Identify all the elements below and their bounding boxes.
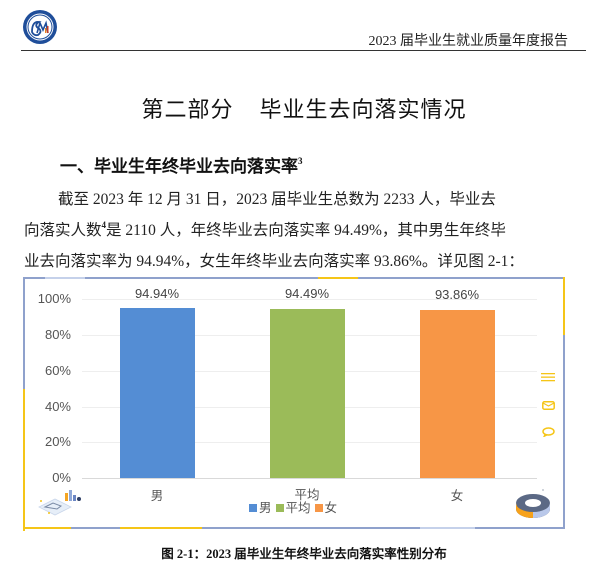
isometric-chart-illustration (35, 487, 85, 517)
envelope-icon (542, 397, 555, 410)
bar-average[interactable] (270, 309, 345, 478)
bar-chart: 100% 80% 60% 40% 20% 0% 94.94% 94.49% 93… (23, 277, 565, 531)
y-tick-40: 40% (44, 399, 71, 414)
section-heading-text: 一、毕业生年终毕业去向落实率 (60, 157, 298, 177)
y-tick-20: 20% (44, 434, 71, 449)
frame-accent (45, 277, 85, 279)
part-title: 第二部分 毕业生去向落实情况 (0, 92, 608, 124)
footnote-marker[interactable]: 3 (298, 156, 303, 166)
footnote-marker[interactable]: 4 (101, 220, 107, 230)
legend-label-female: 女 (324, 500, 338, 515)
frame-accent (420, 527, 475, 529)
paragraph-line-2: 向落实人数4是 2110 人，年终毕业去向落实率 94.49%，其中男生年终毕 (24, 218, 592, 240)
y-tick-100: 100% (37, 291, 71, 306)
paragraph-text: 向落实人数 (24, 222, 102, 239)
report-title: 2023 届毕业生就业质量年度报告 (368, 34, 569, 49)
legend-label-average: 平均 (285, 500, 311, 515)
data-label-male: 94.94% (134, 286, 180, 301)
frame-accent (318, 277, 358, 279)
menu-lines-icon (541, 369, 555, 382)
chart-legend: 男 平均 女 (249, 497, 337, 516)
section-heading: 一、毕业生年终毕业去向落实率3 (60, 152, 303, 177)
speech-bubble-icon (542, 424, 555, 438)
gridline (82, 299, 537, 300)
y-tick-0: 0% (52, 470, 71, 485)
3d-donut-chart-icon (513, 487, 561, 521)
x-label-average: 平均 (294, 487, 320, 502)
paragraph-line-1: 截至 2023 年 12 月 31 日，2023 届毕业生总数为 2233 人，… (58, 191, 496, 208)
bar-male[interactable] (120, 308, 195, 478)
frame-accent (23, 527, 71, 529)
frame-accent (563, 277, 565, 335)
data-label-female: 93.86% (434, 287, 480, 302)
y-tick-60: 60% (44, 363, 71, 378)
frame-accent (23, 389, 25, 531)
university-logo (22, 8, 58, 46)
legend-label-male: 男 (259, 500, 272, 515)
x-label-female: 女 (450, 488, 464, 503)
x-axis (82, 478, 537, 479)
figure-caption: 图 2-1：2023 届毕业生年终毕业去向落实率性别分布 (161, 547, 447, 561)
part-name: 毕业生去向落实情况 (259, 98, 467, 123)
data-label-average: 94.49% (284, 286, 330, 301)
part-number: 第二部分 (141, 98, 234, 123)
bar-female[interactable] (420, 310, 495, 478)
legend-swatch-male (249, 504, 257, 512)
frame-accent (120, 527, 202, 529)
legend-swatch-average (275, 504, 284, 512)
paragraph-text: 是 2110 人，年终毕业去向落实率 94.49%，其中男生年终毕 (106, 222, 506, 239)
legend-swatch-female (314, 504, 323, 512)
x-label-male: 男 (150, 488, 164, 503)
header-divider (21, 50, 586, 51)
y-tick-80: 80% (44, 327, 71, 342)
paragraph-line-3: 业去向落实率为 94.94%，女生年终毕业去向落实率 93.86%。详见图 2-… (24, 253, 524, 270)
